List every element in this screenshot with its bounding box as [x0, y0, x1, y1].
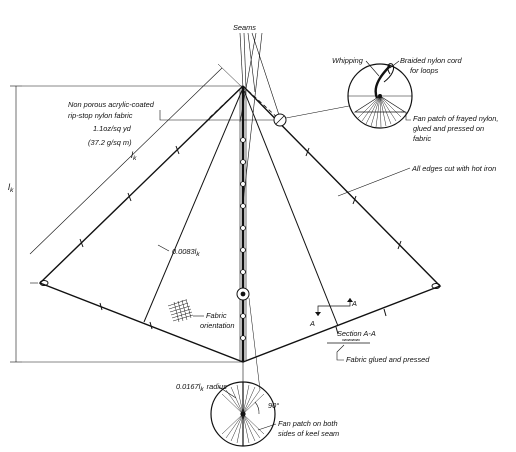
seams-label: Seams: [233, 23, 256, 32]
fabric-orientation-label1: Fabric: [206, 311, 227, 320]
whipping-label: Whipping: [332, 56, 364, 65]
fan-patch-top-label2: glued and pressed on: [413, 124, 484, 133]
fabric-weight-metric: (37.2 g/sq m): [88, 138, 132, 147]
fabric-orientation-patch: [167, 298, 194, 323]
fabric-spec-line2: rip-stop nylon fabric: [68, 111, 133, 120]
section-a-label-left: A: [309, 319, 315, 328]
section-title: Section A-A: [337, 329, 376, 338]
nose-detail-leader: [273, 105, 350, 127]
keel-seam-markers: [240, 137, 246, 341]
spar-lines: [143, 87, 339, 327]
fabric-orientation-label2: orientation: [200, 321, 235, 330]
fan-patch-top-label1: Fan patch of frayed nylon,: [413, 114, 498, 123]
height-dimension: [10, 85, 243, 363]
spar-diameter-label: 0.0083lk: [172, 247, 200, 258]
keel-detail: [210, 381, 276, 447]
wingtip-loops: [30, 280, 441, 289]
side-dimension: [29, 63, 246, 255]
side-length-label: lk: [131, 150, 137, 162]
seams-leaders: [239, 32, 281, 205]
fabric-glued-label: Fabric glued and pressed: [346, 355, 430, 364]
section-hatch: [327, 338, 370, 344]
angle-label: 90°: [268, 401, 279, 410]
fabric-spec-line1: Non porous acrylic-coated: [68, 100, 155, 109]
keel-seam: [236, 86, 250, 362]
section-marker: [315, 298, 353, 316]
fan-patch-bottom-label2: sides of keel seam: [278, 429, 339, 438]
braided-cord-label2: for loops: [410, 66, 439, 75]
height-label: lk: [8, 182, 14, 194]
fan-patch-top-label3: fabric: [413, 134, 431, 143]
section-a-label-right: A: [351, 299, 357, 308]
edges-label: All edges cut with hot iron: [411, 164, 496, 173]
fan-patch-bottom-label1: Fan patch on both: [278, 419, 338, 428]
braided-cord-label1: Braided nylon cord: [400, 56, 463, 65]
fabric-weight: 1.1oz/sq yd: [93, 124, 132, 133]
nose-detail: [347, 63, 413, 129]
dashed-seams: [206, 85, 281, 121]
radius-label: 0.0167lk radius: [176, 382, 227, 393]
edge-seam-ticks: [79, 145, 402, 335]
